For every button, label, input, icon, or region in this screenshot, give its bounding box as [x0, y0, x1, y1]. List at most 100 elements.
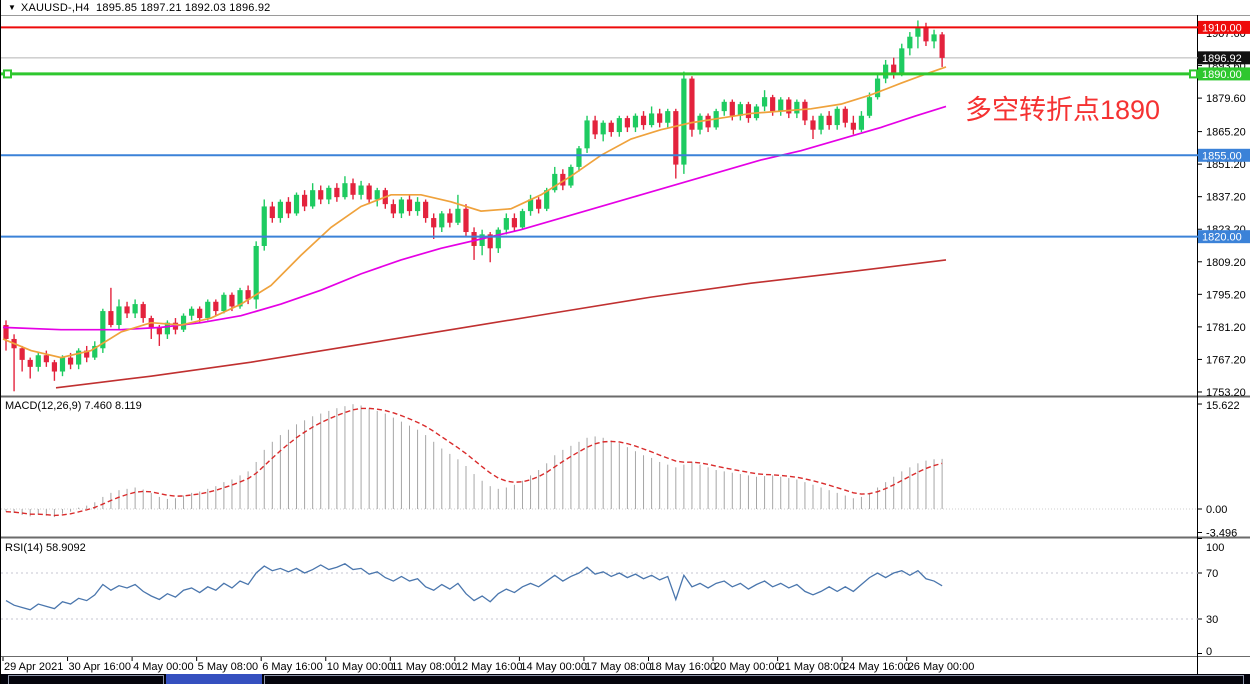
candle-bear	[891, 64, 897, 74]
candle-bear	[592, 120, 598, 135]
hline-handle[interactable]	[1189, 69, 1198, 79]
candle-bull	[761, 97, 768, 107]
candle-bull	[697, 115, 703, 130]
candle-bear	[390, 204, 396, 214]
candle-bear	[366, 185, 372, 200]
taskbar-active-segment[interactable]	[166, 674, 262, 684]
x-axis-label: 14 May 00:00	[520, 661, 587, 673]
candle-bull	[221, 294, 227, 312]
hline-1890.00[interactable]	[1, 69, 1198, 79]
candle-bear	[423, 201, 429, 219]
candle-bear	[471, 232, 477, 246]
symbol-dropdown-icon[interactable]: ▼	[8, 2, 16, 12]
candle-bull	[519, 211, 526, 228]
candle-bull	[92, 345, 98, 358]
chart-annotation-text[interactable]: 多空转折点1890	[965, 95, 1161, 125]
macd-indicator-label: MACD(12,26,9) 7.460 8.119	[5, 400, 142, 412]
candle-bull	[253, 245, 259, 300]
candle-bull	[237, 290, 243, 307]
price-badge-label: 1910.00	[1202, 22, 1242, 34]
y-axis-label: 1753.20	[1206, 387, 1246, 399]
candle-bull	[649, 113, 655, 126]
candle-bull	[310, 190, 316, 207]
candle-bull	[358, 185, 364, 195]
y-axis: 1907.601893.601879.601865.201851.201837.…	[1198, 28, 1246, 399]
candle-bear	[285, 201, 292, 214]
candle-bull	[858, 115, 865, 130]
candle-bear	[640, 115, 647, 126]
taskbar-window-box[interactable]	[264, 675, 1244, 684]
candle-bull	[818, 115, 824, 130]
candle-bull	[35, 355, 41, 367]
candle-bear	[245, 290, 251, 300]
x-axis-label: 12 May 16:00	[456, 661, 523, 673]
candle-bull	[116, 306, 122, 326]
candle-bull	[205, 301, 211, 319]
candle-bull	[737, 104, 743, 116]
candle-bull	[794, 101, 800, 114]
x-axis-label: 30 Apr 16:00	[69, 661, 131, 673]
hline-handle[interactable]	[3, 69, 12, 79]
candle-bear	[826, 115, 832, 126]
candle-bear	[84, 350, 90, 358]
y-axis-label: 1809.20	[1206, 257, 1246, 269]
candle-bear	[51, 362, 58, 372]
x-axis-label: 6 May 16:00	[262, 661, 323, 673]
candle-bull	[665, 111, 671, 123]
rsi-scale-label: 100	[1206, 542, 1224, 554]
candle-bull	[834, 108, 840, 126]
candle-bull	[681, 78, 687, 165]
ma-fast-orange	[2, 66, 947, 359]
candle-bear	[108, 311, 114, 326]
candle-bull	[503, 218, 509, 230]
candle-bull	[342, 183, 348, 198]
y-axis-label: 1879.60	[1206, 93, 1246, 105]
x-axis-label: 5 May 08:00	[198, 661, 259, 673]
candle-bull	[277, 201, 283, 219]
candle-bear	[229, 294, 235, 307]
macd-scale-label: -3.496	[1206, 527, 1237, 539]
candle-bear	[939, 34, 945, 58]
candle-bear	[487, 234, 493, 249]
candle-bear	[269, 206, 275, 219]
candle-bear	[842, 108, 848, 123]
candle-bear	[213, 301, 219, 312]
candle-bear	[124, 306, 130, 314]
price-badge-1855.00	[1198, 148, 1250, 162]
candle-bull	[261, 206, 267, 246]
candle-bull	[874, 78, 881, 98]
candle-bear	[431, 218, 437, 228]
candle-bull	[600, 122, 606, 135]
candle-bull	[164, 322, 170, 335]
x-axis-label: 4 May 00:00	[133, 661, 194, 673]
candle-bear	[810, 120, 816, 130]
candle-bear	[140, 304, 146, 319]
candle-bull	[326, 187, 332, 200]
candle-bull	[552, 173, 558, 191]
y-axis-label: 1851.20	[1206, 159, 1246, 171]
y-axis-label: 1795.20	[1206, 289, 1246, 301]
candlestick-series	[3, 20, 945, 392]
candle-bull	[495, 229, 501, 249]
candle-bear	[786, 99, 792, 114]
macd-pane: 15.622 0.00 -3.496	[1, 400, 1240, 539]
candle-bull	[479, 234, 485, 246]
candle-bear	[511, 218, 518, 228]
candle-bull	[132, 304, 138, 314]
candle-bull	[527, 199, 534, 212]
candle-bear	[657, 113, 663, 123]
candle-bear	[447, 213, 453, 223]
price-badge-label: 1890.00	[1202, 69, 1242, 81]
ma-slow-darkred	[55, 259, 947, 389]
rsi-line	[5, 563, 943, 611]
candle-bull	[915, 27, 921, 37]
price-badge-label: 1855.00	[1202, 150, 1242, 162]
candle-bull	[584, 120, 590, 149]
candle-bear	[3, 325, 9, 339]
candle-bear	[301, 194, 308, 207]
candle-bull	[414, 201, 421, 212]
taskbar-strip	[1, 674, 1250, 684]
taskbar-window-box[interactable]	[8, 675, 164, 684]
candle-bear	[673, 111, 679, 165]
